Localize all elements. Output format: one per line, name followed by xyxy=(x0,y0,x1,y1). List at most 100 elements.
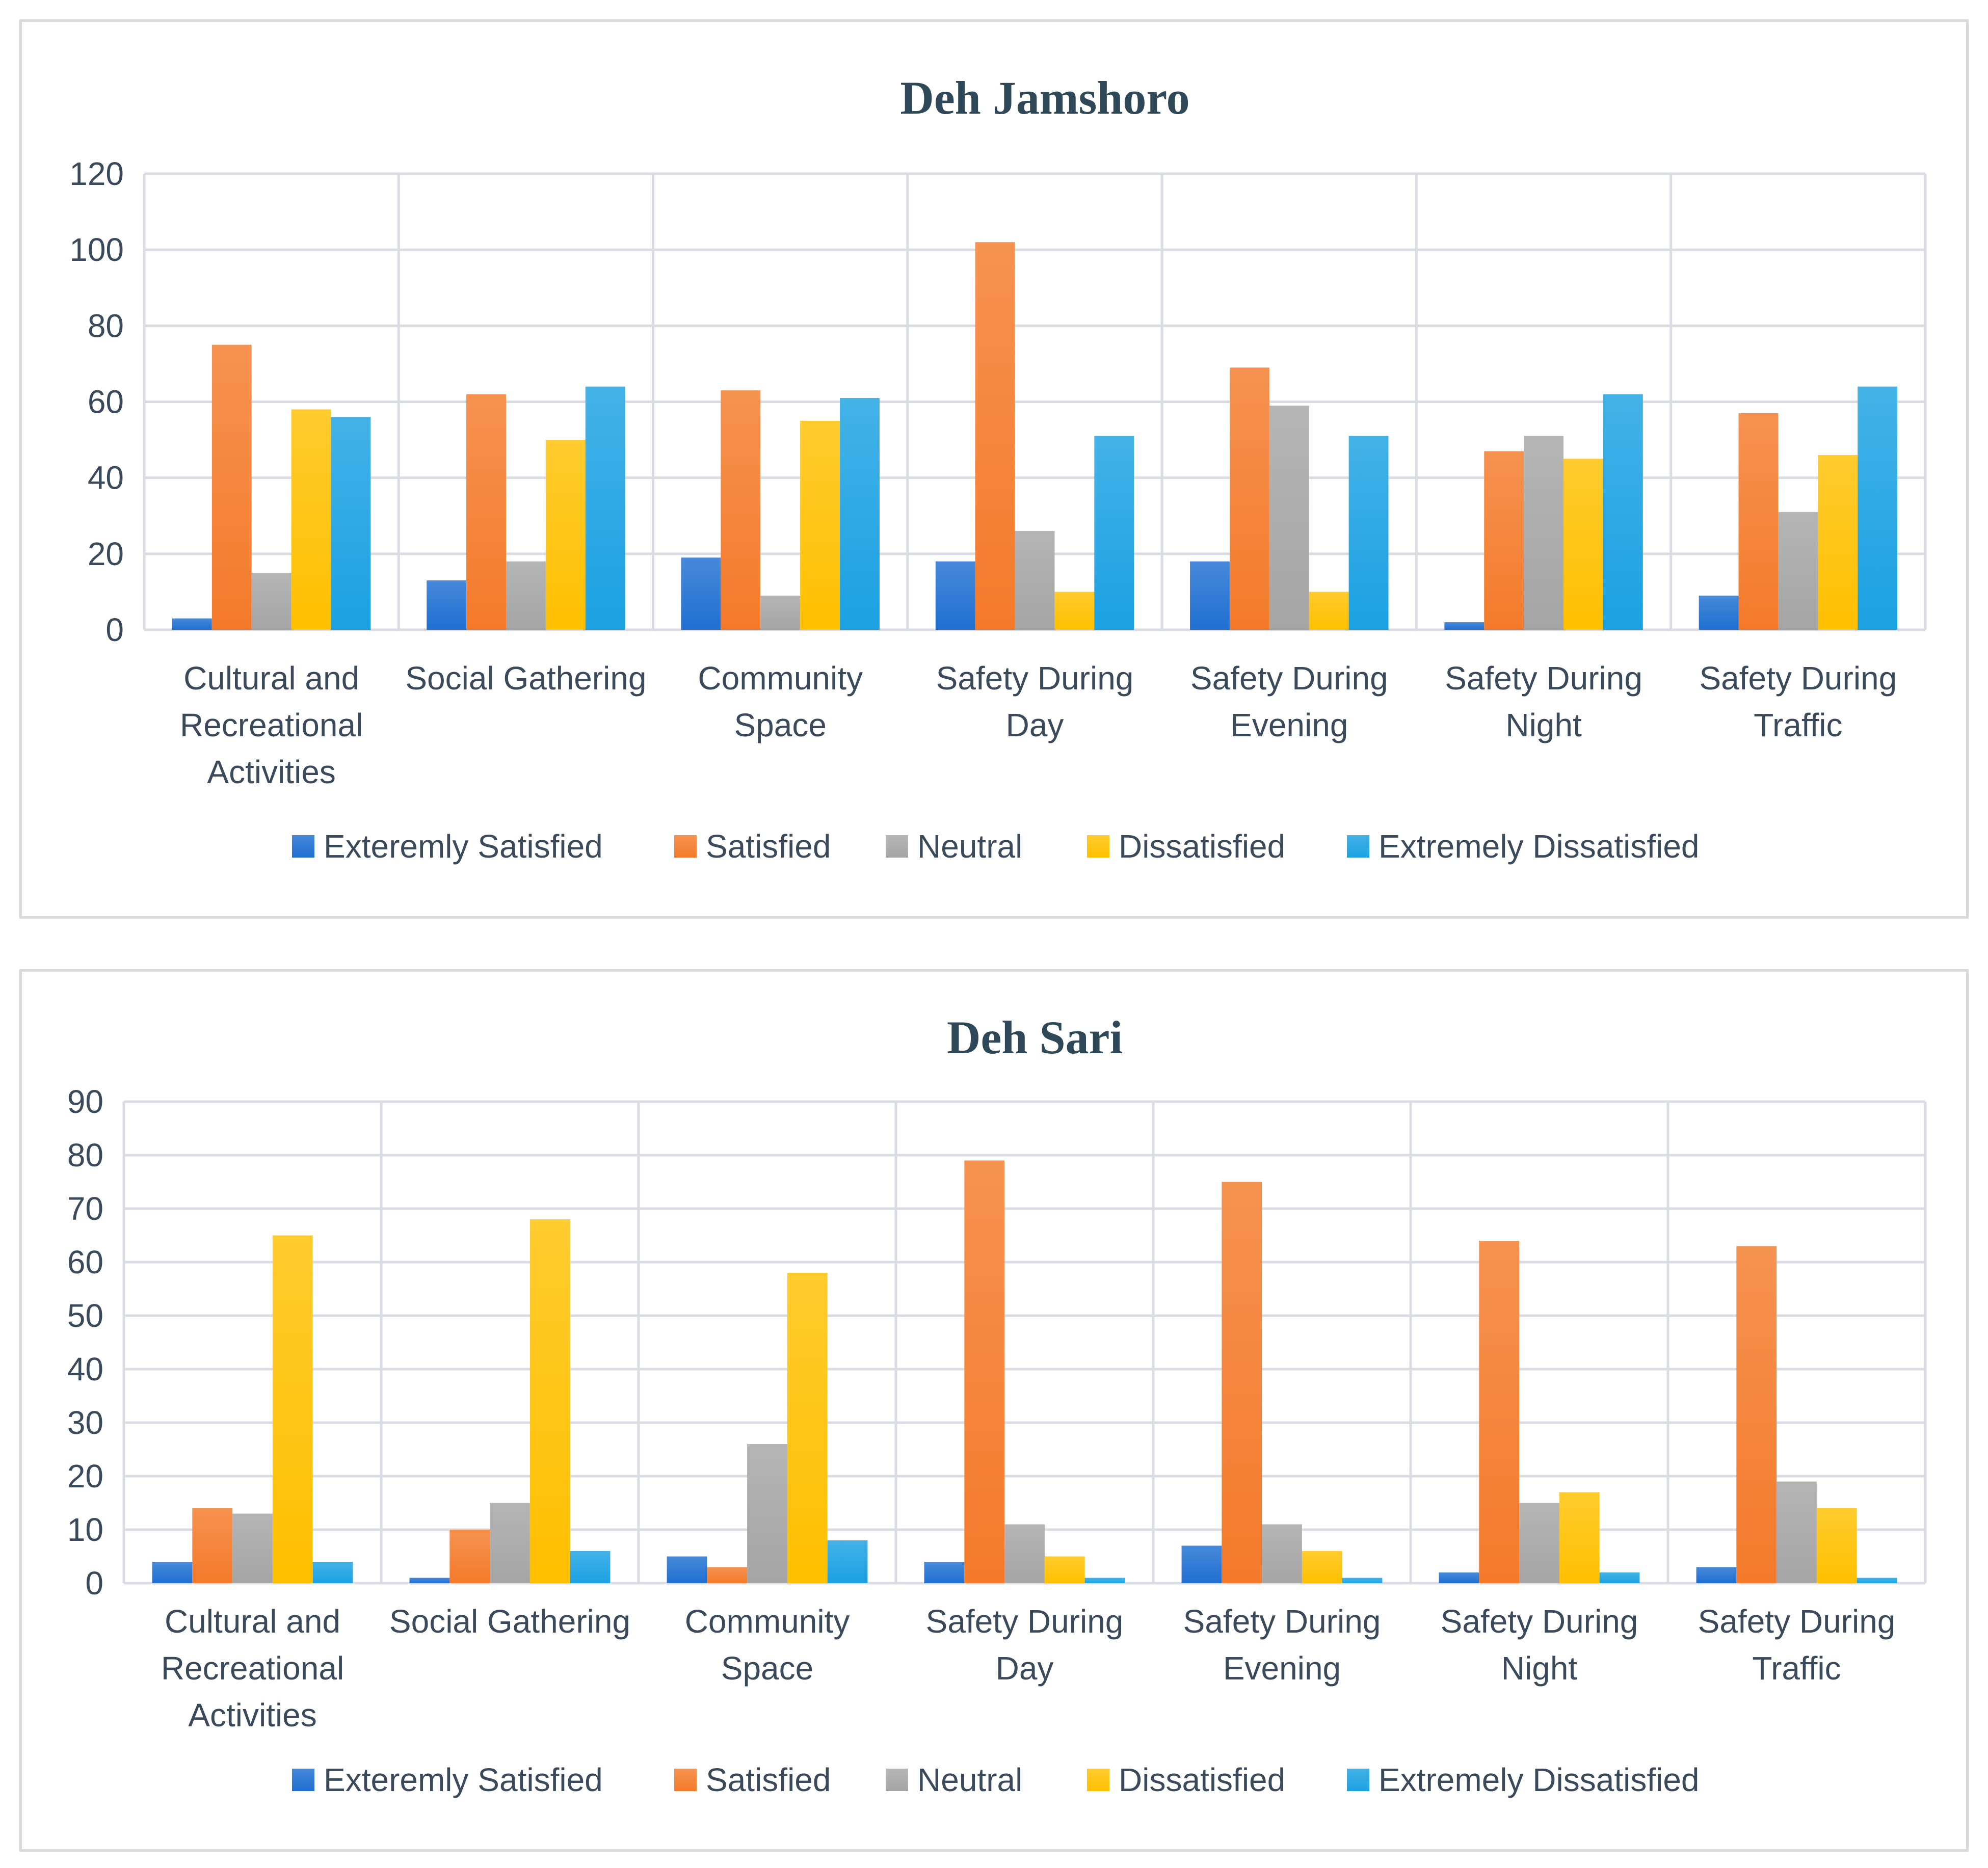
bar-exteremly-satisfied-4 xyxy=(1181,1545,1222,1583)
bar-extremely-dissatisfied-4 xyxy=(1342,1578,1383,1583)
bar-dissatisfied-0 xyxy=(291,409,331,630)
legend-swatch-neutral xyxy=(886,835,908,858)
bar-exteremly-satisfied-3 xyxy=(935,561,975,630)
bar-neutral-1 xyxy=(490,1503,530,1583)
y-tick-label: 80 xyxy=(88,307,124,344)
bar-exteremly-satisfied-1 xyxy=(427,580,467,630)
bar-extremely-dissatisfied-6 xyxy=(1858,386,1898,630)
bar-exteremly-satisfied-6 xyxy=(1696,1567,1737,1583)
x-category-label: Social Gathering xyxy=(405,660,646,697)
y-tick-label: 20 xyxy=(88,536,124,572)
bar-neutral-2 xyxy=(747,1444,787,1583)
bar-extremely-dissatisfied-1 xyxy=(585,386,625,630)
bar-neutral-2 xyxy=(760,595,801,630)
bar-satisfied-5 xyxy=(1484,451,1524,630)
chart-deh-sari: Deh Sari 0 10 20 30 40 50 60 70 80 90 Cultural and R… xyxy=(67,1011,1927,1798)
x-category-label: Safety During Traffic xyxy=(1699,660,1897,743)
bar-satisfied-1 xyxy=(449,1530,490,1583)
bar-satisfied-5 xyxy=(1479,1241,1520,1583)
legend-label-neutral: Neutral xyxy=(917,1762,1022,1798)
bar-exteremly-satisfied-5 xyxy=(1444,622,1485,630)
y-tick-label: 80 xyxy=(67,1137,103,1173)
x-category-label: Safety During Evening xyxy=(1183,1603,1381,1687)
legend-label-extremely-dissatisfied: Extremely Dissatisfied xyxy=(1379,828,1700,865)
legend-label-exteremly-satisfied: Exteremly Satisfied xyxy=(324,828,603,865)
legend-label-satisfied: Satisfied xyxy=(706,828,831,865)
chart-title: Deh Sari xyxy=(947,1011,1123,1063)
legend-swatch-dissatisfied xyxy=(1087,1769,1109,1791)
x-category-label: Safety During Evening xyxy=(1190,660,1388,743)
chart-title: Deh Jamshoro xyxy=(900,72,1189,124)
bar-exteremly-satisfied-2 xyxy=(681,557,721,630)
bar-exteremly-satisfied-0 xyxy=(152,1562,193,1583)
bar-dissatisfied-3 xyxy=(1044,1556,1085,1583)
bar-neutral-3 xyxy=(1015,531,1055,630)
legend-label-neutral: Neutral xyxy=(917,828,1022,865)
bar-exteremly-satisfied-6 xyxy=(1699,595,1739,630)
bar-extremely-dissatisfied-4 xyxy=(1348,436,1389,630)
bar-satisfied-1 xyxy=(466,394,506,630)
y-tick-label: 100 xyxy=(69,231,124,268)
bar-neutral-5 xyxy=(1524,436,1564,630)
y-tick-label: 10 xyxy=(67,1511,103,1548)
bar-dissatisfied-0 xyxy=(272,1235,313,1583)
bar-exteremly-satisfied-2 xyxy=(667,1556,707,1583)
bar-extremely-dissatisfied-2 xyxy=(827,1540,868,1583)
bar-satisfied-0 xyxy=(211,344,252,630)
bar-satisfied-2 xyxy=(721,390,761,630)
bar-neutral-5 xyxy=(1519,1503,1559,1583)
x-category-label: Community Space xyxy=(698,660,863,743)
bar-extremely-dissatisfied-5 xyxy=(1599,1572,1640,1583)
bar-exteremly-satisfied-5 xyxy=(1439,1572,1479,1583)
bar-neutral-3 xyxy=(1004,1524,1045,1583)
bar-dissatisfied-3 xyxy=(1054,592,1095,630)
bar-dissatisfied-2 xyxy=(800,420,840,630)
legend-label-extremely-dissatisfied: Extremely Dissatisfied xyxy=(1379,1762,1700,1798)
bar-extremely-dissatisfied-3 xyxy=(1084,1578,1125,1583)
bar-neutral-1 xyxy=(506,561,546,630)
bar-neutral-4 xyxy=(1269,405,1309,630)
y-tick-label: 30 xyxy=(67,1404,103,1441)
bar-satisfied-3 xyxy=(964,1160,1005,1583)
legend-label-dissatisfied: Dissatisfied xyxy=(1119,828,1285,865)
bar-extremely-dissatisfied-0 xyxy=(312,1562,353,1583)
bar-satisfied-6 xyxy=(1738,413,1779,630)
bar-dissatisfied-1 xyxy=(529,1219,570,1583)
x-category-label: Safety During Night xyxy=(1445,660,1642,743)
bar-neutral-0 xyxy=(232,1513,273,1583)
y-tick-label: 60 xyxy=(67,1244,103,1280)
y-tick-label: 20 xyxy=(67,1458,103,1495)
bar-exteremly-satisfied-3 xyxy=(924,1562,965,1583)
x-category-label: Cultural and Recreational Activities xyxy=(161,1603,344,1733)
x-category-label: Social Gathering xyxy=(389,1603,630,1640)
x-category-label: Community Space xyxy=(685,1603,850,1687)
chart-panel-deh-sari: Deh Sari 0 10 20 30 40 50 60 70 80 90 Cultural and R… xyxy=(19,969,1969,1852)
bar-extremely-dissatisfied-0 xyxy=(331,417,371,630)
legend-swatch-extremely-dissatisfied xyxy=(1347,835,1369,858)
y-tick-label: 120 xyxy=(69,155,124,192)
bar-neutral-6 xyxy=(1777,1481,1817,1583)
bar-exteremly-satisfied-0 xyxy=(172,618,212,630)
bar-satisfied-4 xyxy=(1229,367,1269,630)
x-category-label: Safety During Day xyxy=(926,1603,1124,1687)
bar-dissatisfied-1 xyxy=(545,440,586,630)
x-category-label: Safety During Day xyxy=(936,660,1134,743)
bar-extremely-dissatisfied-2 xyxy=(840,398,880,630)
bar-satisfied-2 xyxy=(707,1567,748,1583)
bar-dissatisfied-4 xyxy=(1302,1551,1342,1583)
bar-exteremly-satisfied-1 xyxy=(409,1578,450,1583)
x-category-label: Safety During Traffic xyxy=(1698,1603,1896,1687)
bar-satisfied-0 xyxy=(192,1508,233,1583)
bar-dissatisfied-6 xyxy=(1818,455,1858,630)
bar-exteremly-satisfied-4 xyxy=(1190,561,1230,630)
bar-extremely-dissatisfied-3 xyxy=(1094,436,1134,630)
legend-swatch-exteremly-satisfied xyxy=(292,835,314,858)
bar-extremely-dissatisfied-6 xyxy=(1857,1578,1897,1583)
legend-swatch-extremely-dissatisfied xyxy=(1347,1769,1369,1791)
bar-dissatisfied-2 xyxy=(787,1273,828,1583)
y-tick-label: 40 xyxy=(88,460,124,496)
bar-satisfied-4 xyxy=(1222,1182,1262,1583)
legend-swatch-neutral xyxy=(886,1769,908,1791)
x-category-label: Cultural and Recreational Activities xyxy=(180,660,363,790)
chart-panel-deh-jamshoro: Deh Jamshoro 0 20 40 60 80 100 120 Cultural and R… xyxy=(19,19,1969,919)
